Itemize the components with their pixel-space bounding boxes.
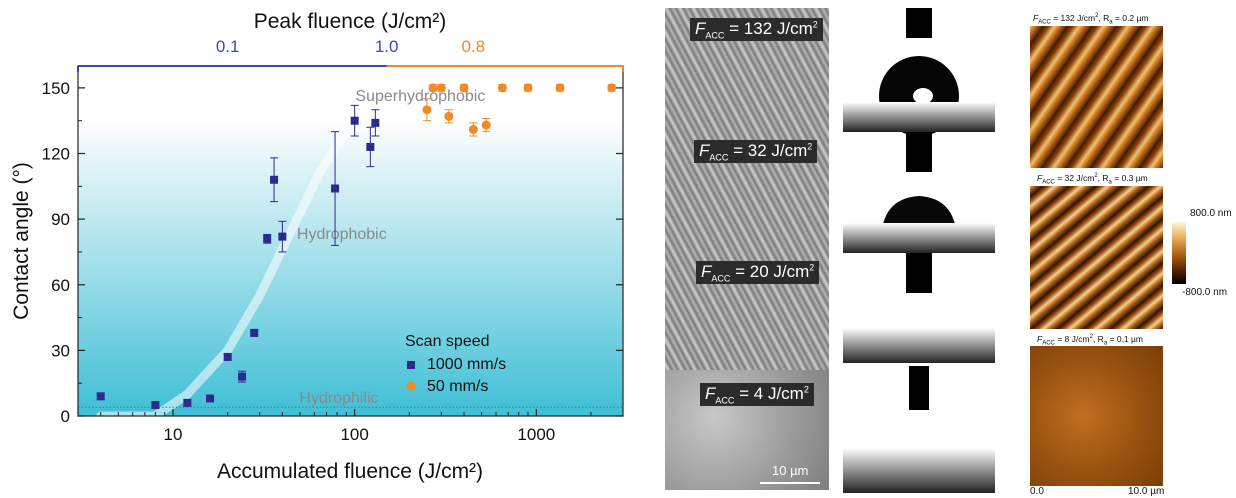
sem-scalebar-label: 10 µm [772, 463, 809, 478]
x-tick-label: 1000 [517, 425, 555, 444]
data-point [270, 175, 279, 184]
sem-label-4: FACC = 4 J/cm2 [700, 383, 814, 407]
afm-image-32 [1030, 186, 1163, 329]
annotation-hydrophobic: Hydrophobic [297, 226, 387, 243]
needle-3 [906, 253, 932, 293]
annotation-hydrophilic: Hydrophilic [299, 390, 378, 407]
sem-image-strip [665, 8, 829, 370]
x-tick-label: 10 [164, 425, 183, 444]
data-layer [96, 83, 617, 410]
data-point [96, 392, 105, 401]
data-point [206, 394, 215, 403]
substrate-2 [843, 223, 995, 253]
trend-line-layer [96, 89, 628, 421]
y-tick-label: 60 [51, 276, 70, 295]
data-point [607, 83, 617, 93]
substrate-4 [843, 448, 995, 493]
trend-line [96, 89, 628, 421]
sem-label-32: FACC = 32 J/cm2 [694, 140, 818, 164]
legend-label-50: 50 mm/s [427, 378, 488, 395]
afm-image-8 [1030, 346, 1163, 486]
annotation-superhydrophobic: Superhydrophobic [355, 88, 485, 105]
data-point [422, 105, 432, 115]
data-point [459, 83, 469, 93]
needle-4 [909, 366, 929, 410]
data-point [444, 111, 454, 121]
data-point [497, 83, 507, 93]
afm-axis-end: 10.0 µm [1128, 486, 1165, 497]
substrate-1 [843, 102, 995, 132]
data-point [151, 401, 160, 410]
y-tick-label: 90 [51, 210, 70, 229]
sem-scalebar [760, 482, 820, 484]
top-tick-label-blue: 0.1 [216, 37, 240, 56]
top-tick-label-blue: 1.0 [375, 37, 399, 56]
data-point [263, 234, 272, 243]
y-tick-label: 120 [42, 145, 70, 164]
top-axis-label: Peak fluence (J/cm²) [254, 10, 447, 33]
data-point [278, 232, 287, 241]
y-tick-label: 150 [42, 79, 70, 98]
sem-label-20: FACC = 20 J/cm2 [696, 261, 820, 285]
data-point [468, 124, 478, 134]
needle-2 [906, 132, 932, 172]
x-tick-label: 100 [340, 425, 368, 444]
colorbar-max: 800.0 nm [1190, 208, 1232, 219]
sem-label-132: FACC = 132 J/cm2 [690, 18, 823, 42]
data-point [428, 83, 438, 93]
colorbar-min: -800.0 nm [1182, 287, 1228, 298]
needle-1 [906, 8, 932, 38]
legend: Scan speed 1000 mm/s 50 mm/s [405, 333, 506, 395]
afm-axis-start: 0.0 [1030, 486, 1044, 497]
axes-layer: 0 30 60 90 120 150 10 100 1000 0.1 1.0 0.8 [42, 37, 624, 444]
droplet-images [843, 8, 995, 493]
annotation-layer: Superhydrophobic Hydrophobic Hydrophilic [297, 88, 485, 407]
legend-title: Scan speed [405, 333, 490, 350]
y-tick-label: 30 [51, 341, 70, 360]
legend-marker-50 [406, 381, 416, 391]
y-tick-label: 0 [61, 407, 70, 426]
plot-background [78, 120, 623, 416]
x-axis-label: Accumulated fluence (J/cm²) [217, 460, 483, 483]
afm-title-8: FACC = 8 J/cm2, Ra = 0.1 µm [1037, 334, 1143, 347]
legend-marker-1000 [407, 361, 415, 369]
data-point [481, 120, 491, 130]
data-point [436, 83, 446, 93]
afm-image-132 [1030, 26, 1163, 168]
afm-title-132: FACC = 132 J/cm2, Ra = 0.2 µm [1033, 13, 1149, 26]
data-point [371, 118, 380, 127]
data-point [183, 398, 192, 407]
data-point [331, 184, 340, 193]
legend-label-1000: 1000 mm/s [427, 356, 506, 373]
data-point [238, 372, 247, 381]
afm-title-32: FACC = 32 J/cm2, Ra = 0.3 µm [1037, 173, 1148, 186]
data-point [350, 116, 359, 125]
droplet-svg [843, 8, 995, 493]
contact-angle-chart: Superhydrophobic Hydrophobic Hydrophilic 0… [10, 10, 628, 483]
top-tick-label-orange: 0.8 [462, 37, 486, 56]
data-point [250, 328, 259, 337]
droplet-1-highlight [913, 88, 933, 104]
y-axis-label: Contact angle (°) [10, 162, 33, 320]
substrate-3 [843, 328, 995, 363]
data-point [223, 352, 232, 361]
data-point [366, 142, 375, 151]
data-point [555, 83, 565, 93]
data-point [523, 83, 533, 93]
afm-colorbar [1172, 222, 1186, 284]
